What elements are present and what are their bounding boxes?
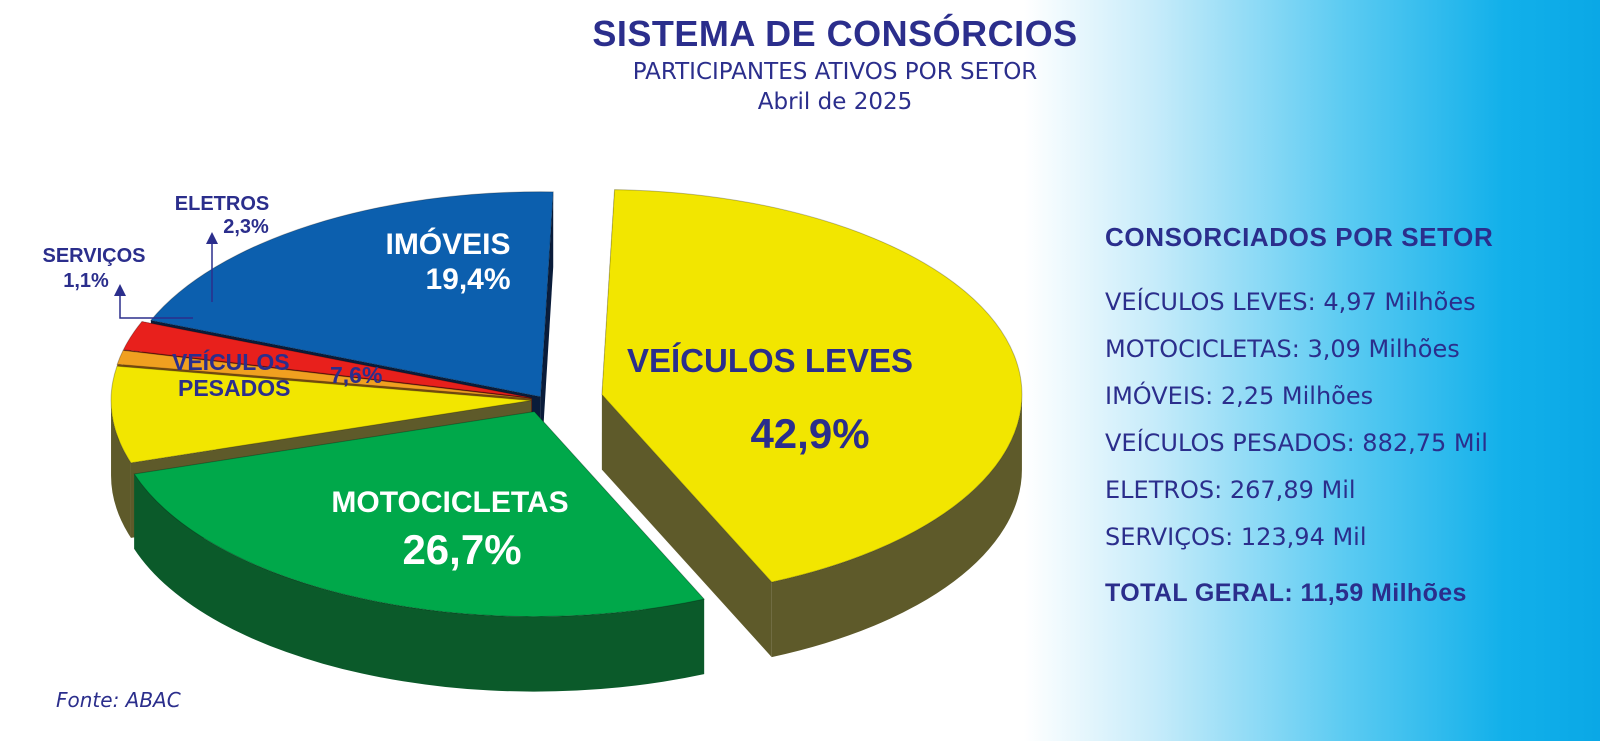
value-veiculos-pesados: 7,6%: [330, 362, 382, 388]
chart-date: Abril de 2025: [757, 89, 913, 115]
pie-wall-motocicletas-0: [134, 473, 705, 692]
leader-arrow-eletros: [206, 232, 218, 244]
value-motocicletas: 26,7%: [402, 526, 521, 573]
side-item-servicos: SERVIÇOS: 123,94 Mil: [1105, 523, 1367, 551]
value-eletros: 2,3%: [223, 216, 269, 238]
label-imoveis: IMÓVEIS: [385, 227, 510, 261]
leader-arrow-servicos: [114, 284, 126, 296]
pie-slice-servicos: [116, 349, 532, 400]
pie-slice-eletros: [122, 320, 532, 399]
pie-cut-face-veiculos-leves-1: [601, 394, 772, 658]
pie-slice-motocicletas: [133, 411, 706, 618]
label-motocicletas: MOTOCICLETAS: [331, 486, 568, 519]
label-veiculos-pesados-line2: PESADOS: [178, 375, 290, 401]
side-item-motocicletas: MOTOCICLETAS: 3,09 Milhões: [1105, 335, 1460, 363]
side-panel-total: TOTAL GERAL: 11,59 Milhões: [1105, 579, 1467, 607]
side-panel-title: CONSORCIADOS POR SETOR: [1105, 222, 1494, 252]
pie-slice-veiculos-leves: [601, 189, 1023, 583]
source-note: Fonte: ABAC: [56, 688, 181, 712]
pie-cut-face-imoveis-1: [540, 191, 554, 472]
chart-subtitle: PARTICIPANTES ATIVOS POR SETOR: [632, 59, 1038, 85]
pie-slice-imoveis: [149, 191, 554, 398]
side-item-eletros: ELETROS: 267,89 Mil: [1105, 476, 1356, 504]
label-veiculos-pesados-line1: VEÍCULOS: [172, 348, 290, 375]
title-block: SISTEMA DE CONSÓRCIOS PARTICIPANTES ATIV…: [420, 12, 1250, 116]
pie-wall-veiculos-leves-0: [771, 394, 1022, 658]
value-veiculos-leves: 42,9%: [750, 410, 869, 457]
side-item-veiculos-leves: VEÍCULOS LEVES: 4,97 Milhões: [1105, 288, 1476, 316]
label-servicos: SERVIÇOS: [43, 245, 146, 267]
pie-wall-veiculos-pesados-0: [111, 400, 131, 538]
value-imoveis: 19,4%: [425, 263, 510, 296]
leader-line-servicos: [119, 292, 193, 319]
side-item-veiculos-pesados: VEÍCULOS PESADOS: 882,75 Mil: [1105, 429, 1488, 457]
value-servicos: 1,1%: [63, 270, 109, 292]
pie-chart: VEÍCULOS LEVES 42,9% MOTOCICLETAS 26,7% IMÓV…: [43, 189, 1023, 692]
side-item-imoveis: IMÓVEIS: 2,25 Milhões: [1105, 382, 1374, 410]
label-veiculos-leves: VEÍCULOS LEVES: [627, 342, 913, 379]
label-eletros: ELETROS: [175, 193, 269, 215]
pie-slice-veiculos-pesados: [110, 365, 532, 464]
pie-tops: [110, 189, 1023, 618]
chart-title: SISTEMA DE CONSÓRCIOS: [592, 13, 1078, 54]
side-panel: CONSORCIADOS POR SETOR VEÍCULOS LEVES: 4…: [1105, 222, 1585, 608]
